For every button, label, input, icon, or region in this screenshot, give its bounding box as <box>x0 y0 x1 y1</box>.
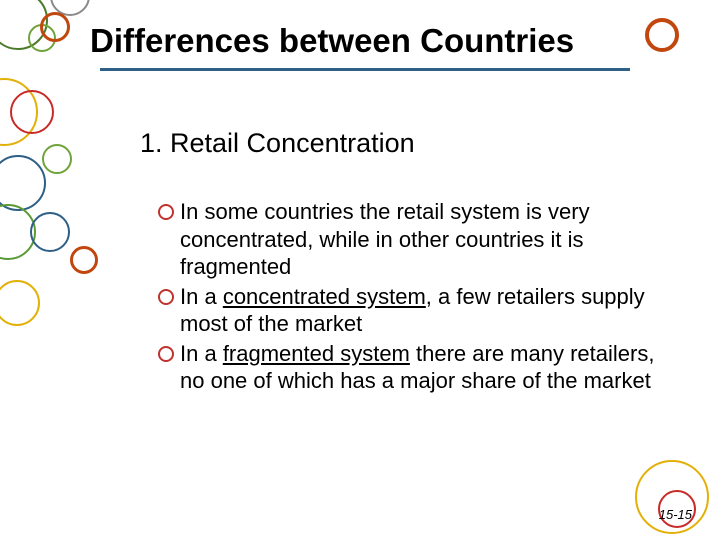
bullet-underline: concentrated system <box>223 284 426 309</box>
decor-circle <box>10 90 54 134</box>
list-item: In a fragmented system there are many re… <box>158 340 658 395</box>
bullet-text: In a <box>180 284 223 309</box>
subheading: 1. Retail Concentration <box>140 128 415 159</box>
list-item: In some countries the retail system is v… <box>158 198 658 281</box>
bullet-list: In some countries the retail system is v… <box>158 198 658 397</box>
slide-title: Differences between Countries <box>90 22 574 60</box>
decor-circle <box>42 144 72 174</box>
bullet-text: In some countries the retail system is v… <box>180 199 590 279</box>
decor-circle <box>0 155 46 211</box>
bullet-underline: fragmented system <box>223 341 410 366</box>
decor-circle <box>0 280 40 326</box>
decor-circle <box>30 212 70 252</box>
bullet-text: In a <box>180 341 223 366</box>
list-item: In a concentrated system, a few retailer… <box>158 283 658 338</box>
page-number: 15-15 <box>659 507 692 522</box>
decor-circle <box>645 18 679 52</box>
decor-circle <box>70 246 98 274</box>
title-underline <box>100 68 630 71</box>
decor-circle <box>40 12 70 42</box>
